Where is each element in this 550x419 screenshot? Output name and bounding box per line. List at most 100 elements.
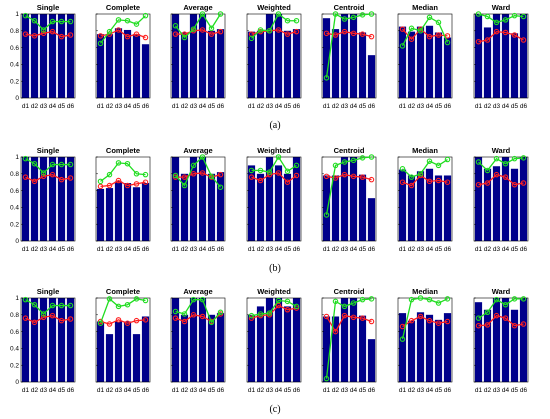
- green-point-d5: [58, 18, 65, 25]
- green-point-d4: [49, 302, 56, 309]
- green-point-d5: [208, 319, 215, 326]
- green-point-d4: [275, 154, 282, 160]
- x-tick-label: d6: [142, 246, 150, 253]
- subplot-single-3: Single 0 0.2 0.4 0.6 0.8 1 d1 d2 d3 d4 d5 d6: [10, 287, 76, 394]
- green-point-d6: [368, 296, 375, 302]
- green-point-d6: [444, 39, 451, 46]
- green-point-d6: [520, 296, 527, 302]
- x-tick-label: d1: [97, 246, 105, 253]
- red-point-d1: [172, 315, 179, 321]
- bar-d3: [340, 157, 349, 241]
- red-point-d5: [511, 32, 518, 38]
- y-tick-label: 0.4: [10, 205, 19, 212]
- x-tick-label: d5: [284, 246, 292, 253]
- red-point-d1: [475, 322, 482, 329]
- green-point-d1: [248, 312, 255, 319]
- plot-frame: [473, 13, 529, 99]
- green-point-d3: [493, 155, 500, 162]
- bar-d1: [21, 14, 30, 98]
- green-point-d3: [266, 28, 273, 34]
- x-tick-label: d2: [31, 103, 39, 110]
- x-tick-label: d4: [502, 246, 510, 253]
- x-tick-label: d3: [417, 246, 425, 253]
- bar-d6: [216, 29, 225, 98]
- red-point-d1: [323, 313, 330, 320]
- bar-d1: [171, 157, 180, 241]
- bar-d5: [358, 32, 367, 99]
- red-point-d4: [199, 170, 206, 176]
- subplot-title: Ward: [492, 146, 511, 155]
- y-tick-label: 0.4: [10, 346, 19, 353]
- y-tick-label: 0.2: [10, 362, 19, 369]
- bar-d5: [132, 187, 141, 241]
- green-point-d2: [257, 27, 264, 33]
- x-tick-label: d3: [190, 246, 198, 253]
- bar-d2: [105, 34, 114, 98]
- x-tick-label: d2: [106, 246, 114, 253]
- x-tick-label: d2: [181, 103, 189, 110]
- red-point-d5: [284, 179, 291, 185]
- x-tick-label: d4: [502, 103, 510, 110]
- red-point-d1: [475, 38, 482, 45]
- bar-d4: [425, 314, 434, 382]
- subplot-centroid-3: Centroid d1 d2 d3 d4 d5 d6: [321, 287, 377, 394]
- green-point-d3: [266, 310, 273, 316]
- x-tick-label: d1: [97, 387, 105, 394]
- bar-d2: [30, 298, 39, 382]
- red-point-d2: [484, 322, 491, 328]
- x-tick-label: d2: [408, 246, 416, 253]
- green-point-d1: [399, 43, 406, 49]
- bar-d2: [256, 173, 265, 241]
- x-tick-label: d2: [181, 246, 189, 253]
- x-tick-label: d3: [341, 387, 349, 394]
- bar-d3: [265, 157, 274, 241]
- red-series-line: [402, 174, 448, 187]
- red-point-d2: [31, 178, 38, 185]
- bar-d5: [132, 34, 141, 98]
- x-tick-label: d5: [359, 387, 367, 394]
- red-point-d2: [31, 33, 38, 39]
- green-point-d4: [199, 154, 206, 160]
- green-point-d5: [359, 12, 366, 18]
- bar-d4: [198, 157, 207, 241]
- green-point-d5: [511, 155, 518, 162]
- x-tick-label: d2: [332, 103, 340, 110]
- subplot-title: Average: [183, 287, 212, 296]
- green-point-d5: [435, 300, 442, 306]
- x-tick-label: d2: [181, 387, 189, 394]
- bar-d5: [510, 33, 519, 98]
- y-tick-label: 1: [15, 295, 19, 302]
- red-point-d6: [444, 179, 451, 185]
- red-point-d5: [511, 322, 518, 329]
- bar-d5: [358, 315, 367, 382]
- bar-d5: [358, 174, 367, 241]
- green-point-d5: [208, 25, 215, 32]
- y-tick-label: 0.2: [10, 78, 19, 85]
- green-point-d1: [475, 315, 482, 321]
- bar-d2: [331, 316, 340, 382]
- bar-d1: [322, 18, 331, 99]
- green-point-d1: [323, 375, 330, 382]
- bar-d4: [274, 165, 283, 241]
- bar-d4: [425, 168, 434, 241]
- green-point-d1: [475, 159, 482, 165]
- green-series-line: [402, 158, 448, 178]
- red-series-line: [100, 179, 146, 188]
- red-point-d4: [426, 317, 433, 324]
- x-tick-label: d3: [493, 387, 501, 394]
- green-point-d6: [217, 184, 224, 190]
- x-tick-label: d1: [172, 103, 180, 110]
- green-point-d5: [359, 155, 366, 161]
- subplot-ward-1: Ward d1 d2 d3 d4 d5 d6: [473, 3, 529, 110]
- plot-frame: [95, 13, 151, 99]
- red-point-d6: [444, 33, 451, 39]
- red-point-d2: [484, 37, 491, 43]
- green-point-d5: [359, 296, 366, 303]
- subplot-median-3: Median d1 d2 d3 d4 d5 d6: [397, 287, 453, 394]
- bar-d6: [216, 172, 225, 241]
- green-point-d5: [58, 161, 65, 168]
- bar-d3: [189, 298, 198, 382]
- red-series-line: [25, 30, 71, 38]
- panel-label: (b): [269, 263, 281, 274]
- x-tick-label: d5: [58, 387, 66, 394]
